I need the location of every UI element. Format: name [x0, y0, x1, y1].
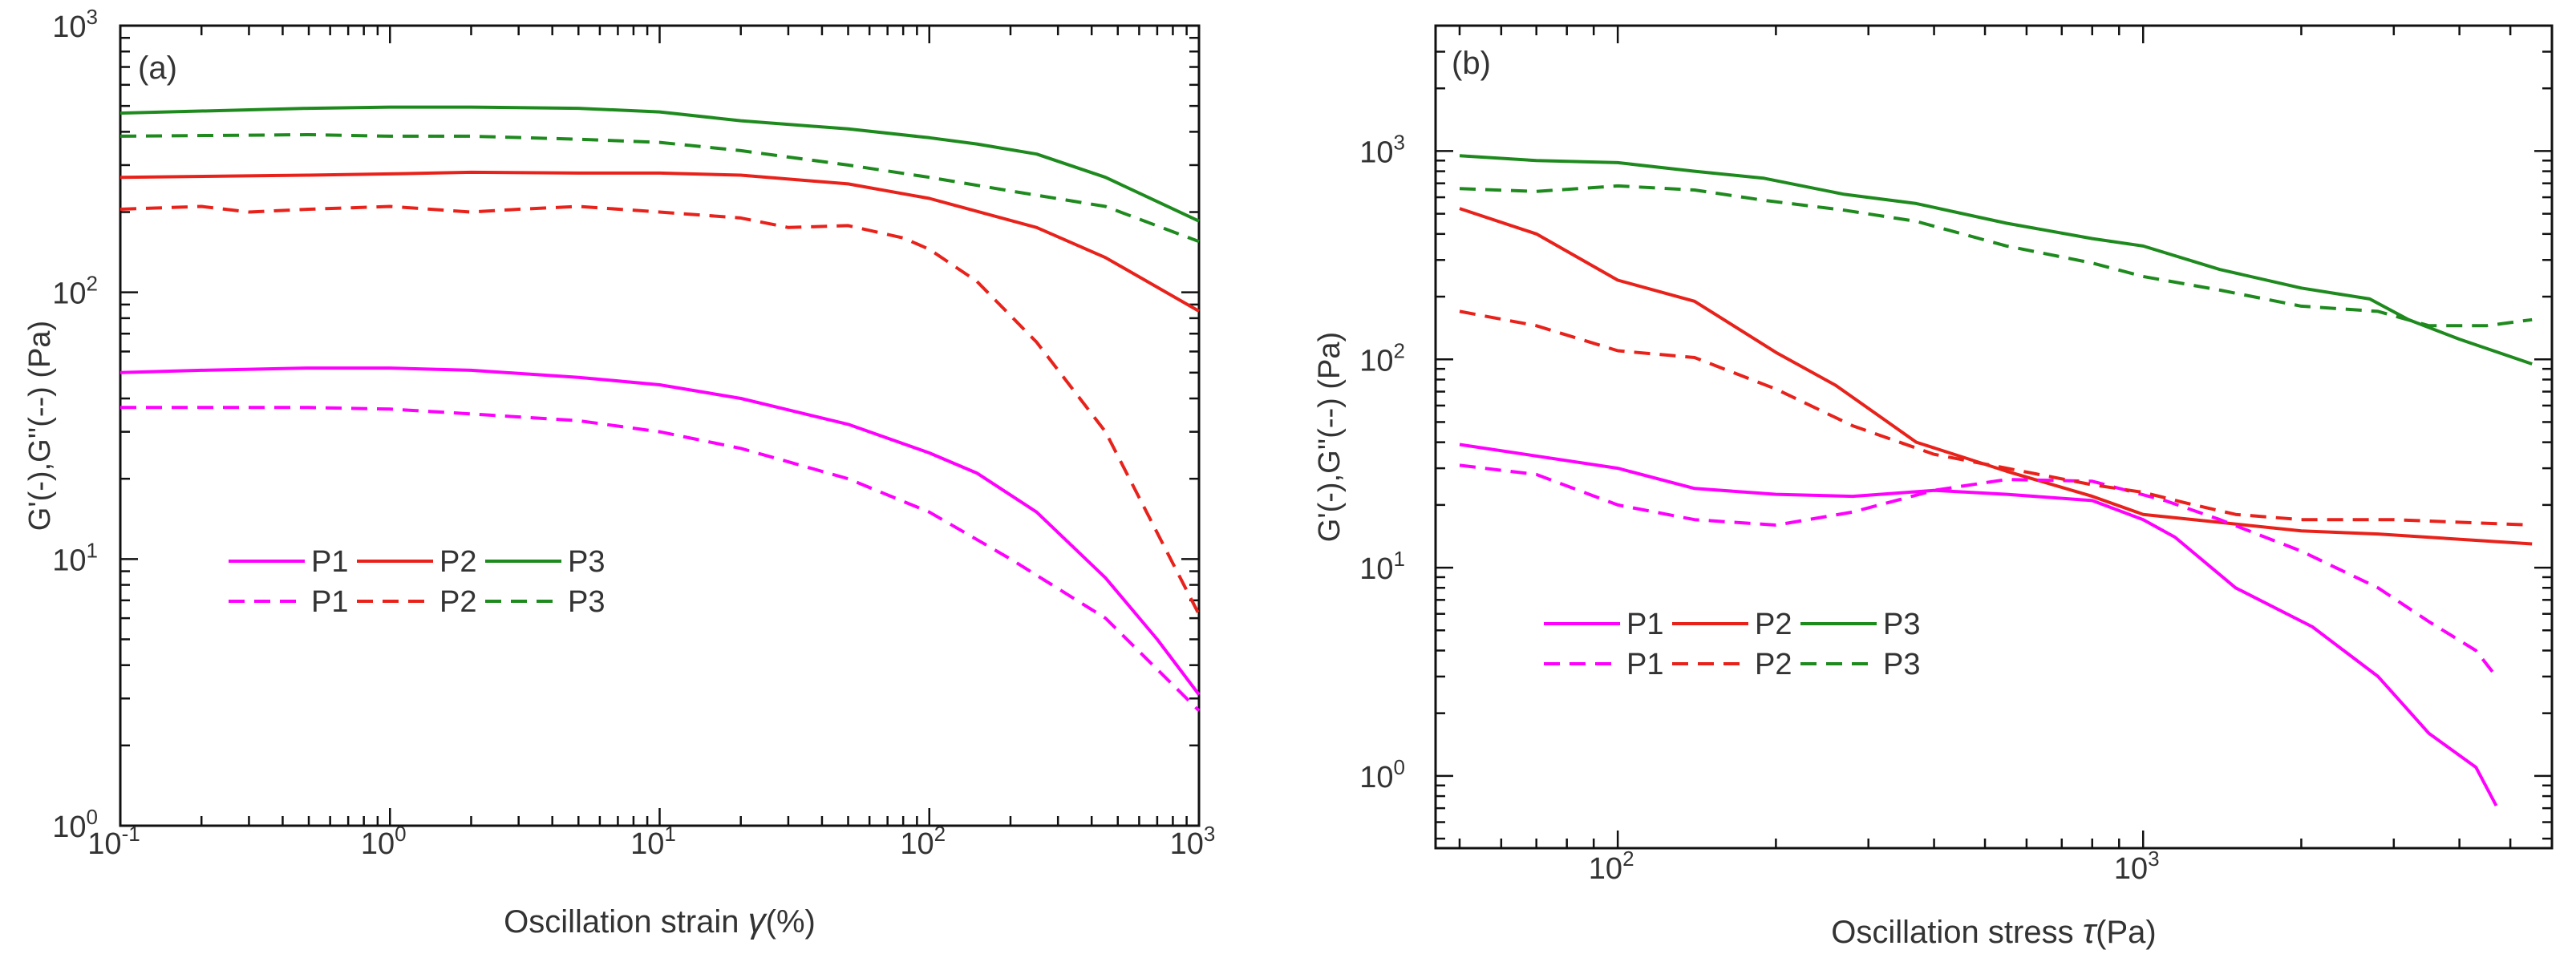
y-axis-label: G'(-),G''(--) (Pa)	[23, 321, 57, 531]
series-line-p2-storage	[119, 170, 1200, 313]
y-tick-label: 102	[1359, 338, 1405, 378]
x-axis-label: Oscillation strain γ(%)	[504, 901, 816, 940]
x-tick-label: 100	[361, 822, 407, 861]
series-line-p2-loss	[119, 204, 1201, 616]
series-line-p1-storage	[1459, 443, 2498, 806]
chart-panel-b: 102 103 100 101 102 103 (b) G'(-),G''(--) (Pa) O…	[1313, 24, 2554, 951]
y-tick-label: 103	[52, 5, 98, 44]
y-tick-label: 101	[52, 538, 98, 577]
plot-frame-a	[119, 24, 1201, 827]
legend-entry: P2	[1755, 608, 1792, 641]
series-line-p1-loss	[120, 406, 1201, 712]
series-line-p3-loss	[119, 133, 1200, 244]
series-line-p3-storage	[119, 105, 1200, 223]
x-tick-label: 102	[1589, 847, 1634, 886]
minor-ticks-a	[119, 24, 1201, 827]
legend-entry: P2	[439, 585, 476, 619]
x-tick-label: 102	[900, 822, 946, 861]
legend-entry: P3	[568, 545, 605, 579]
legend-entry: P3	[1883, 608, 1920, 641]
y-axis-label: G'(-),G''(--) (Pa)	[1313, 332, 1347, 542]
legend-a: P1 P2 P3 P1 P2 P3	[229, 545, 605, 619]
legend-entry: P1	[311, 585, 348, 619]
y-tick-label: 100	[1359, 755, 1405, 794]
x-axis-label: Oscillation stress τ(Pa)	[1831, 911, 2156, 951]
legend-entry: P2	[439, 545, 476, 579]
legend-entry: P1	[1626, 648, 1663, 681]
legend-entry: P1	[311, 545, 348, 579]
x-tick-label: 103	[1170, 822, 1216, 861]
y-tick-label: 101	[1359, 547, 1405, 586]
series-line-p1-storage	[119, 366, 1201, 696]
y-tick-label: 102	[52, 272, 98, 311]
series-line-p3-storage	[1459, 154, 2533, 366]
series-line-p3-loss	[1459, 184, 2533, 328]
y-tick-label: 100	[52, 805, 98, 844]
plot-frame-b	[1434, 24, 2554, 850]
x-tick-label: 103	[2114, 847, 2160, 886]
y-tick-label: 103	[1359, 130, 1405, 169]
series-line-p1-loss	[1459, 463, 2498, 678]
legend-entry: P3	[1883, 648, 1920, 681]
panel-label: (a)	[138, 51, 177, 86]
x-tick-label: 101	[630, 822, 676, 861]
minor-ticks-b	[1436, 24, 2554, 848]
x-tick-label: 10-1	[87, 822, 140, 861]
legend-entry: P2	[1755, 648, 1792, 681]
legend-entry: P1	[1626, 608, 1663, 641]
legend-b: P1 P2 P3 P1 P2 P3	[1544, 608, 1920, 681]
series-line-p2-loss	[1459, 309, 2533, 527]
chart-panel-a: 10-1 100 101 102 103100101102103(a)G'(-),G''…	[23, 5, 1215, 940]
series-line-p2-storage	[1459, 207, 2533, 546]
panel-label: (b)	[1452, 46, 1491, 81]
legend-entry: P3	[568, 585, 605, 619]
